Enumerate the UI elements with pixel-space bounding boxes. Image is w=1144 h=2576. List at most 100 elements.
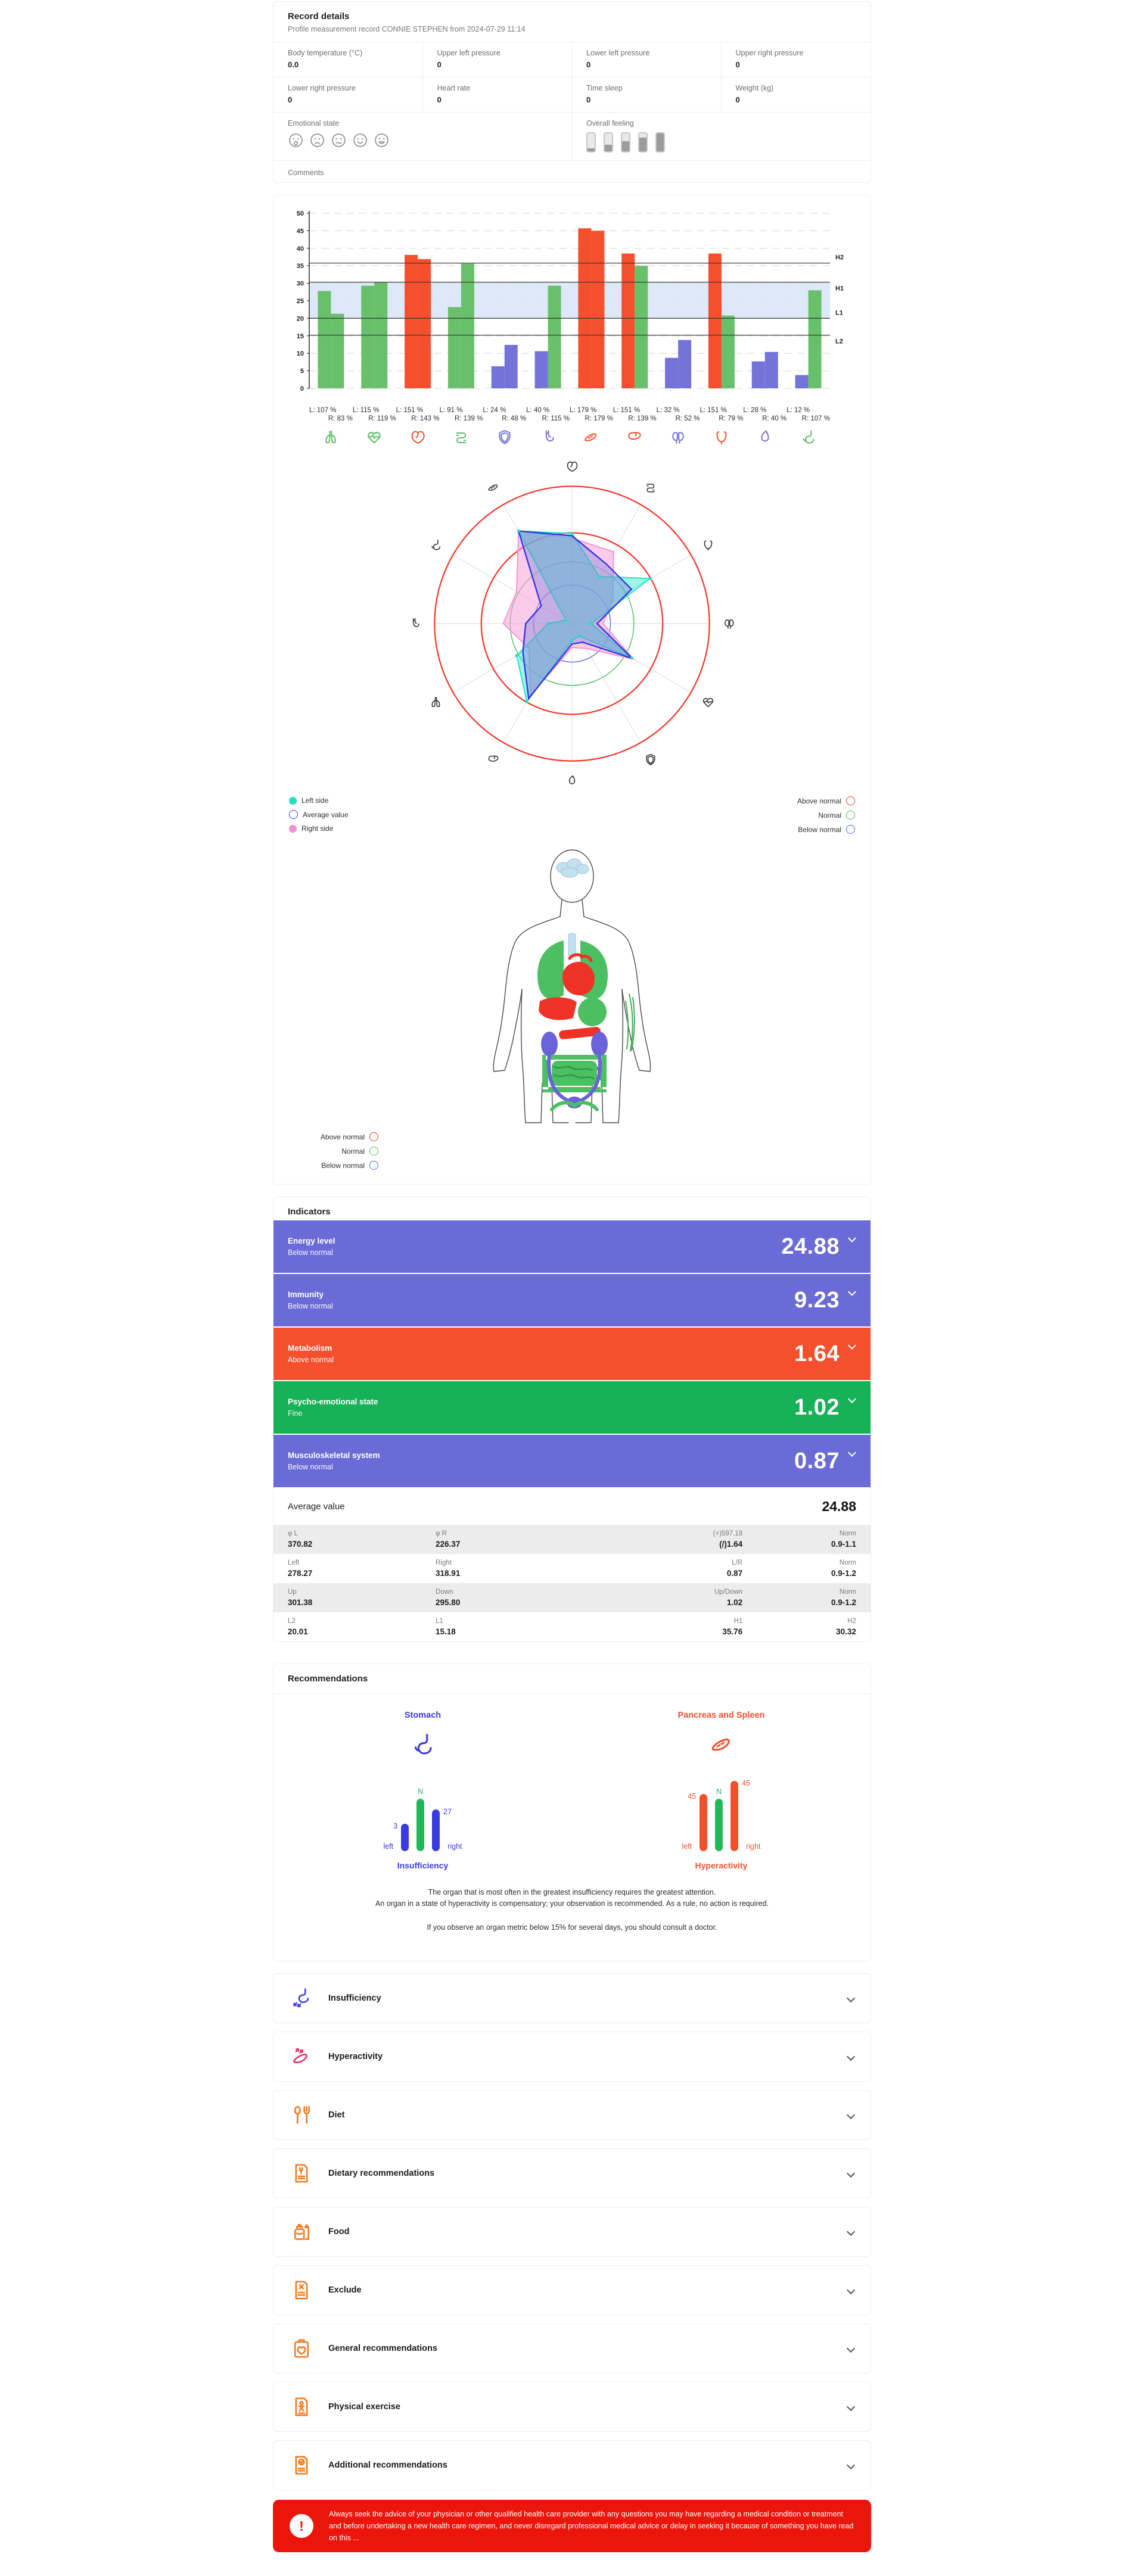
chevron-down-icon[interactable] — [846, 2461, 856, 2470]
organ-icons-row — [288, 422, 856, 448]
mini-bar: N — [715, 1787, 723, 1851]
organ-lr-label: L: 115 % R: 119 % — [352, 407, 396, 422]
stomach-down-icon — [293, 1988, 309, 2008]
chevron-down-icon[interactable] — [846, 2344, 856, 2353]
indicator-value: 1.64 — [794, 1341, 840, 1366]
organ-name: Pancreas and Spleen — [677, 1711, 765, 1720]
face-sad-icon[interactable] — [309, 132, 325, 151]
overall-feeling-picker[interactable] — [586, 132, 856, 152]
page: Record details Profile measurement recor… — [273, 0, 871, 2576]
legend-item: Normal — [797, 811, 855, 820]
recommendation-notes: The organ that is most often in the grea… — [273, 1874, 871, 1933]
chevron-down-icon[interactable] — [846, 2052, 856, 2061]
accordion-label: Dietary recommendations — [328, 2169, 435, 2179]
radar-kidneys-icon — [725, 619, 734, 629]
indicator-row[interactable]: Psycho-emotional state Fine 1.02 — [273, 1381, 871, 1434]
field-value: 0 — [586, 60, 591, 69]
record-fields: Body temperature (°C) 0.0 Upper left press… — [273, 42, 871, 113]
stats-cell: φ R 226.37 — [436, 1530, 461, 1549]
intestine-icon-cell — [440, 428, 483, 446]
comments-row[interactable]: Comments — [273, 160, 871, 182]
accordion-label: Insufficiency — [328, 1993, 381, 2004]
circulation-icon — [368, 432, 381, 444]
chevron-down-icon[interactable] — [847, 1448, 857, 1457]
legend-swatch-icon — [846, 825, 855, 834]
organ-radar-chart — [288, 453, 856, 794]
chevron-down-icon[interactable] — [846, 2228, 856, 2237]
stats-cell: (+)597.18 (/)1.64 — [713, 1530, 743, 1549]
field-label: Weight (kg) — [735, 84, 774, 92]
face-grimace-icon[interactable] — [331, 132, 347, 151]
mini-bar-value: 45 — [742, 1779, 751, 1787]
svg-text:35: 35 — [297, 263, 304, 270]
kidneys-icon — [672, 432, 684, 444]
radar-gallbladder-icon — [568, 775, 576, 784]
accordion-item-general-recommendations[interactable]: General recommendations — [273, 2323, 871, 2374]
stats-cell: Right 318.91 — [436, 1559, 461, 1578]
face-grin-icon[interactable] — [374, 132, 390, 151]
battery-20-icon[interactable] — [586, 132, 596, 152]
legend-swatch-icon — [846, 811, 855, 820]
accordion-item-hyperactivity[interactable]: Hyperactivity — [273, 2032, 871, 2082]
chevron-down-icon[interactable] — [847, 1287, 857, 1296]
accordion-item-dietary-recommendations[interactable]: Dietary recommendations — [273, 2148, 871, 2199]
chevron-down-icon[interactable] — [846, 2403, 856, 2412]
mini-bar-value: 3 — [393, 1822, 398, 1830]
field-value: 0 — [735, 95, 740, 104]
chevron-down-icon[interactable] — [847, 1341, 857, 1350]
legend-swatch-icon — [289, 810, 298, 819]
mini-bar: 27 — [432, 1808, 452, 1851]
battery-40-icon[interactable] — [604, 132, 613, 152]
mini-bar-value: N — [418, 1787, 424, 1796]
chevron-down-icon[interactable] — [846, 2169, 856, 2178]
legend-swatch-icon — [846, 796, 855, 805]
indicator-title: Immunity — [288, 1290, 324, 1299]
record-field: Body temperature (°C) 0.0 — [273, 42, 423, 77]
indicator-row[interactable]: Musculoskeletal system Below normal 0.87 — [273, 1435, 871, 1487]
stats-cell: Norm 0.9-1.1 — [831, 1530, 856, 1549]
indicator-row[interactable]: Immunity Below normal 9.23 — [273, 1274, 871, 1326]
accordion-item-diet[interactable]: Diet — [273, 2090, 871, 2141]
battery-80-icon[interactable] — [638, 132, 648, 152]
svg-text:H2: H2 — [835, 254, 844, 261]
radar-bladder-icon — [704, 540, 713, 551]
accordion-item-additional-recommendations[interactable]: Additional recommendations — [273, 2440, 871, 2491]
svg-text:50: 50 — [297, 210, 304, 217]
radar-immunity-icon — [646, 753, 655, 765]
field-value: 0 — [586, 95, 591, 104]
accordion-item-insufficiency[interactable]: Insufficiency — [273, 1973, 871, 2024]
radar-heart-icon — [567, 461, 578, 472]
accordion-label: Diet — [328, 2110, 345, 2120]
mini-bar: 45 — [730, 1779, 750, 1851]
chevron-down-icon[interactable] — [846, 1994, 856, 2003]
chevron-down-icon[interactable] — [846, 2111, 856, 2120]
field-label: Upper right pressure — [735, 49, 804, 57]
field-label: Body temperature (°C) — [288, 49, 363, 57]
field-value: 0 — [437, 60, 442, 69]
bladder-icon — [716, 431, 727, 444]
chevron-down-icon[interactable] — [847, 1234, 857, 1242]
field-value: 0 — [437, 95, 442, 104]
accordion-item-food[interactable]: Food — [273, 2207, 871, 2257]
indicator-value: 9.23 — [794, 1287, 840, 1313]
face-sad-open-icon[interactable] — [288, 132, 304, 151]
stats-cell: L2 20.01 — [288, 1618, 308, 1636]
stats-cell: Up 301.38 — [288, 1588, 313, 1607]
radar-pancreas-icon — [488, 484, 498, 491]
battery-100-icon[interactable] — [655, 132, 665, 152]
face-smile-icon[interactable] — [352, 132, 368, 151]
chevron-down-icon[interactable] — [846, 2286, 856, 2295]
indicator-row[interactable]: Energy level Below normal 24.88 — [273, 1220, 871, 1273]
emotional-state-picker[interactable] — [288, 132, 557, 151]
accordion-item-exclude[interactable]: Exclude — [273, 2265, 871, 2316]
organ-lr-label: L: 12 % R: 107 % — [786, 407, 830, 422]
battery-60-icon[interactable] — [621, 132, 630, 152]
radar-normal-legend: Above normal Normal Below normal — [797, 796, 855, 839]
cutlery-icon — [294, 2106, 310, 2124]
chevron-down-icon[interactable] — [847, 1394, 857, 1403]
accordion-item-physical-exercise[interactable]: Physical exercise — [273, 2382, 871, 2432]
overall-feeling-cell: Overall feeling — [572, 113, 871, 160]
indicator-row[interactable]: Metabolism Above normal 1.64 — [273, 1328, 871, 1380]
bladder-icon-cell — [700, 428, 744, 446]
mini-bar-value: 27 — [443, 1808, 452, 1816]
